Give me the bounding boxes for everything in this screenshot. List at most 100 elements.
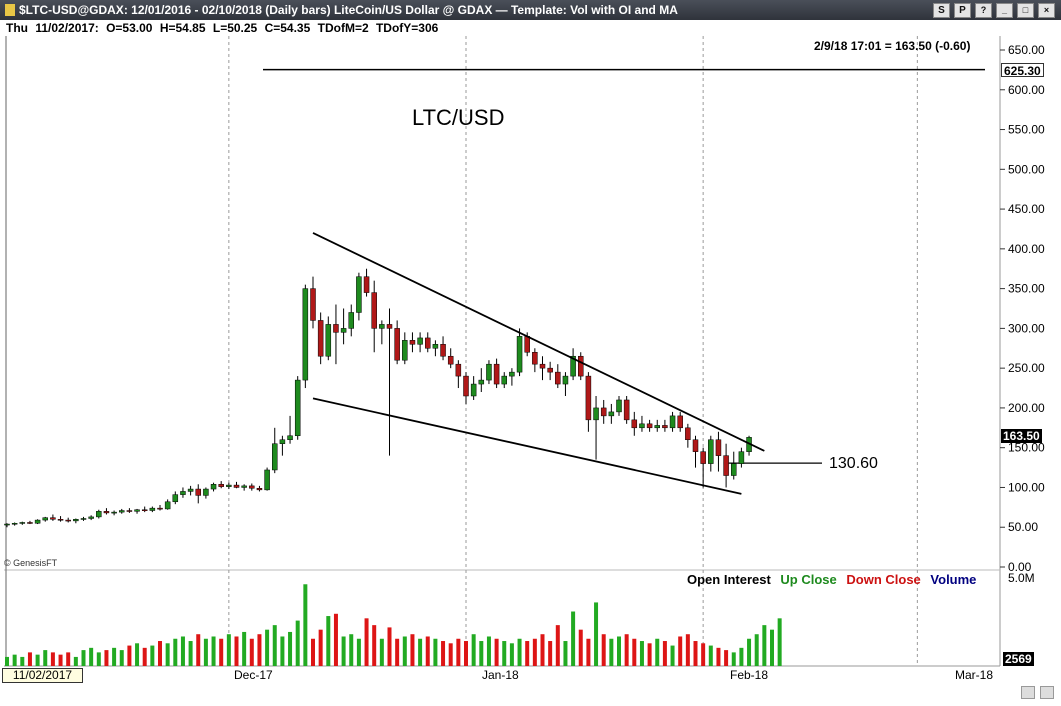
legend-volume: Volume (930, 572, 977, 587)
volume-bar (135, 643, 140, 666)
candle-body (440, 344, 446, 357)
candle-body (631, 419, 638, 429)
maximize-icon[interactable]: □ (1017, 2, 1034, 18)
candle-body (708, 439, 714, 464)
app-icon (5, 4, 15, 16)
y-tick-label: 350.00 (1008, 282, 1045, 296)
volume-bar (326, 616, 331, 666)
candle-body (501, 375, 507, 385)
y-tick-label: 0.00 (1008, 560, 1032, 574)
candle-body (19, 522, 26, 524)
volume-bar (249, 638, 254, 666)
candle-body (249, 485, 255, 489)
volume-bar (655, 638, 660, 666)
volume-bar (50, 652, 55, 666)
candle-body (608, 411, 615, 417)
s-button[interactable]: S (933, 2, 950, 18)
price-tag-upper: 625.30 (1001, 63, 1044, 78)
candle-body (562, 375, 569, 385)
minimize-icon[interactable]: _ (996, 2, 1013, 18)
candle-body (111, 511, 117, 514)
candle-body (50, 517, 56, 520)
volume-bar (708, 645, 713, 666)
volume-bar (196, 634, 201, 666)
candle-body (294, 379, 301, 437)
volume-bar (219, 638, 224, 666)
candle-body (623, 399, 630, 421)
candle-body (302, 288, 309, 381)
volume-bar (89, 647, 94, 666)
volume-bar (234, 636, 239, 666)
candle-body (646, 423, 653, 429)
volume-bar (379, 638, 384, 666)
trendline-upper (312, 232, 765, 452)
candle-body (210, 484, 217, 490)
volume-bar (731, 652, 736, 666)
candle-body (700, 451, 706, 464)
bar-info: Thu 11/02/2017: O=53.00 H=54.85 L=50.25 … (0, 20, 1000, 36)
candle-body (616, 399, 622, 413)
volume-bar (165, 643, 170, 666)
window-titlebar: $LTC-USD@GDAX: 12/01/2016 - 02/10/2018 (… (0, 0, 1061, 20)
candle-body (348, 312, 354, 329)
candle-body (470, 383, 477, 397)
legend-up-close: Up Close (780, 572, 837, 587)
candle-body (42, 517, 48, 521)
scroll-left-button[interactable] (1021, 686, 1035, 699)
volume-bar (318, 629, 323, 666)
candle-body (340, 328, 347, 333)
candle-body (425, 337, 431, 349)
volume-bar (525, 641, 530, 666)
y-tick-label: 400.00 (1008, 242, 1045, 256)
help-icon[interactable]: ? (975, 2, 992, 18)
candle-body (103, 511, 110, 514)
volume-bar (333, 613, 338, 666)
y-tick-label: 100.00 (1008, 480, 1045, 494)
volume-bar (433, 638, 438, 666)
p-button[interactable]: P (954, 2, 971, 18)
volume-bar (12, 654, 17, 666)
candle-body (65, 519, 71, 522)
candle-body (279, 439, 286, 444)
candle-body (180, 491, 186, 495)
candle-body (88, 516, 94, 519)
volume-bar (402, 636, 407, 666)
info-high: H=54.85 (159, 21, 206, 35)
close-icon[interactable]: × (1038, 2, 1055, 18)
scroll-right-button[interactable] (1040, 686, 1054, 699)
legend-open-interest: Open Interest (687, 572, 771, 587)
volume-bar (104, 650, 109, 666)
candle-body (126, 510, 133, 512)
volume-bar (425, 636, 430, 666)
volume-bar (571, 611, 576, 666)
candle-body (731, 463, 737, 476)
volume-bar (678, 636, 683, 666)
candle-body (402, 340, 408, 361)
volume-bar (73, 656, 78, 666)
volume-bar (211, 636, 216, 666)
y-tick-label: 150.00 (1008, 441, 1045, 455)
window-controls: S P ? _ □ × (933, 2, 1055, 18)
volume-bar (532, 638, 537, 666)
volume-bar (502, 641, 507, 666)
volume-bar (471, 634, 476, 666)
candle-body (692, 439, 699, 452)
volume-bar (632, 638, 637, 666)
info-date: 11/02/2017: (35, 21, 99, 35)
volume-bar (58, 654, 63, 666)
volume-bar (456, 638, 461, 666)
volume-bar (81, 650, 86, 666)
volume-bar (112, 647, 117, 666)
candle-body (394, 328, 400, 361)
volume-bar (624, 634, 629, 666)
candle-body (493, 363, 500, 385)
volume-bar (479, 641, 484, 666)
info-open: O=53.00 (106, 21, 153, 35)
volume-bar (747, 638, 752, 666)
candle-body (715, 439, 722, 456)
volume-bar (257, 634, 262, 666)
candle-body (96, 511, 102, 518)
volume-bar (311, 638, 315, 666)
last-price-readout: 2/9/18 17:01 = 163.50 (-0.60) (814, 39, 971, 53)
